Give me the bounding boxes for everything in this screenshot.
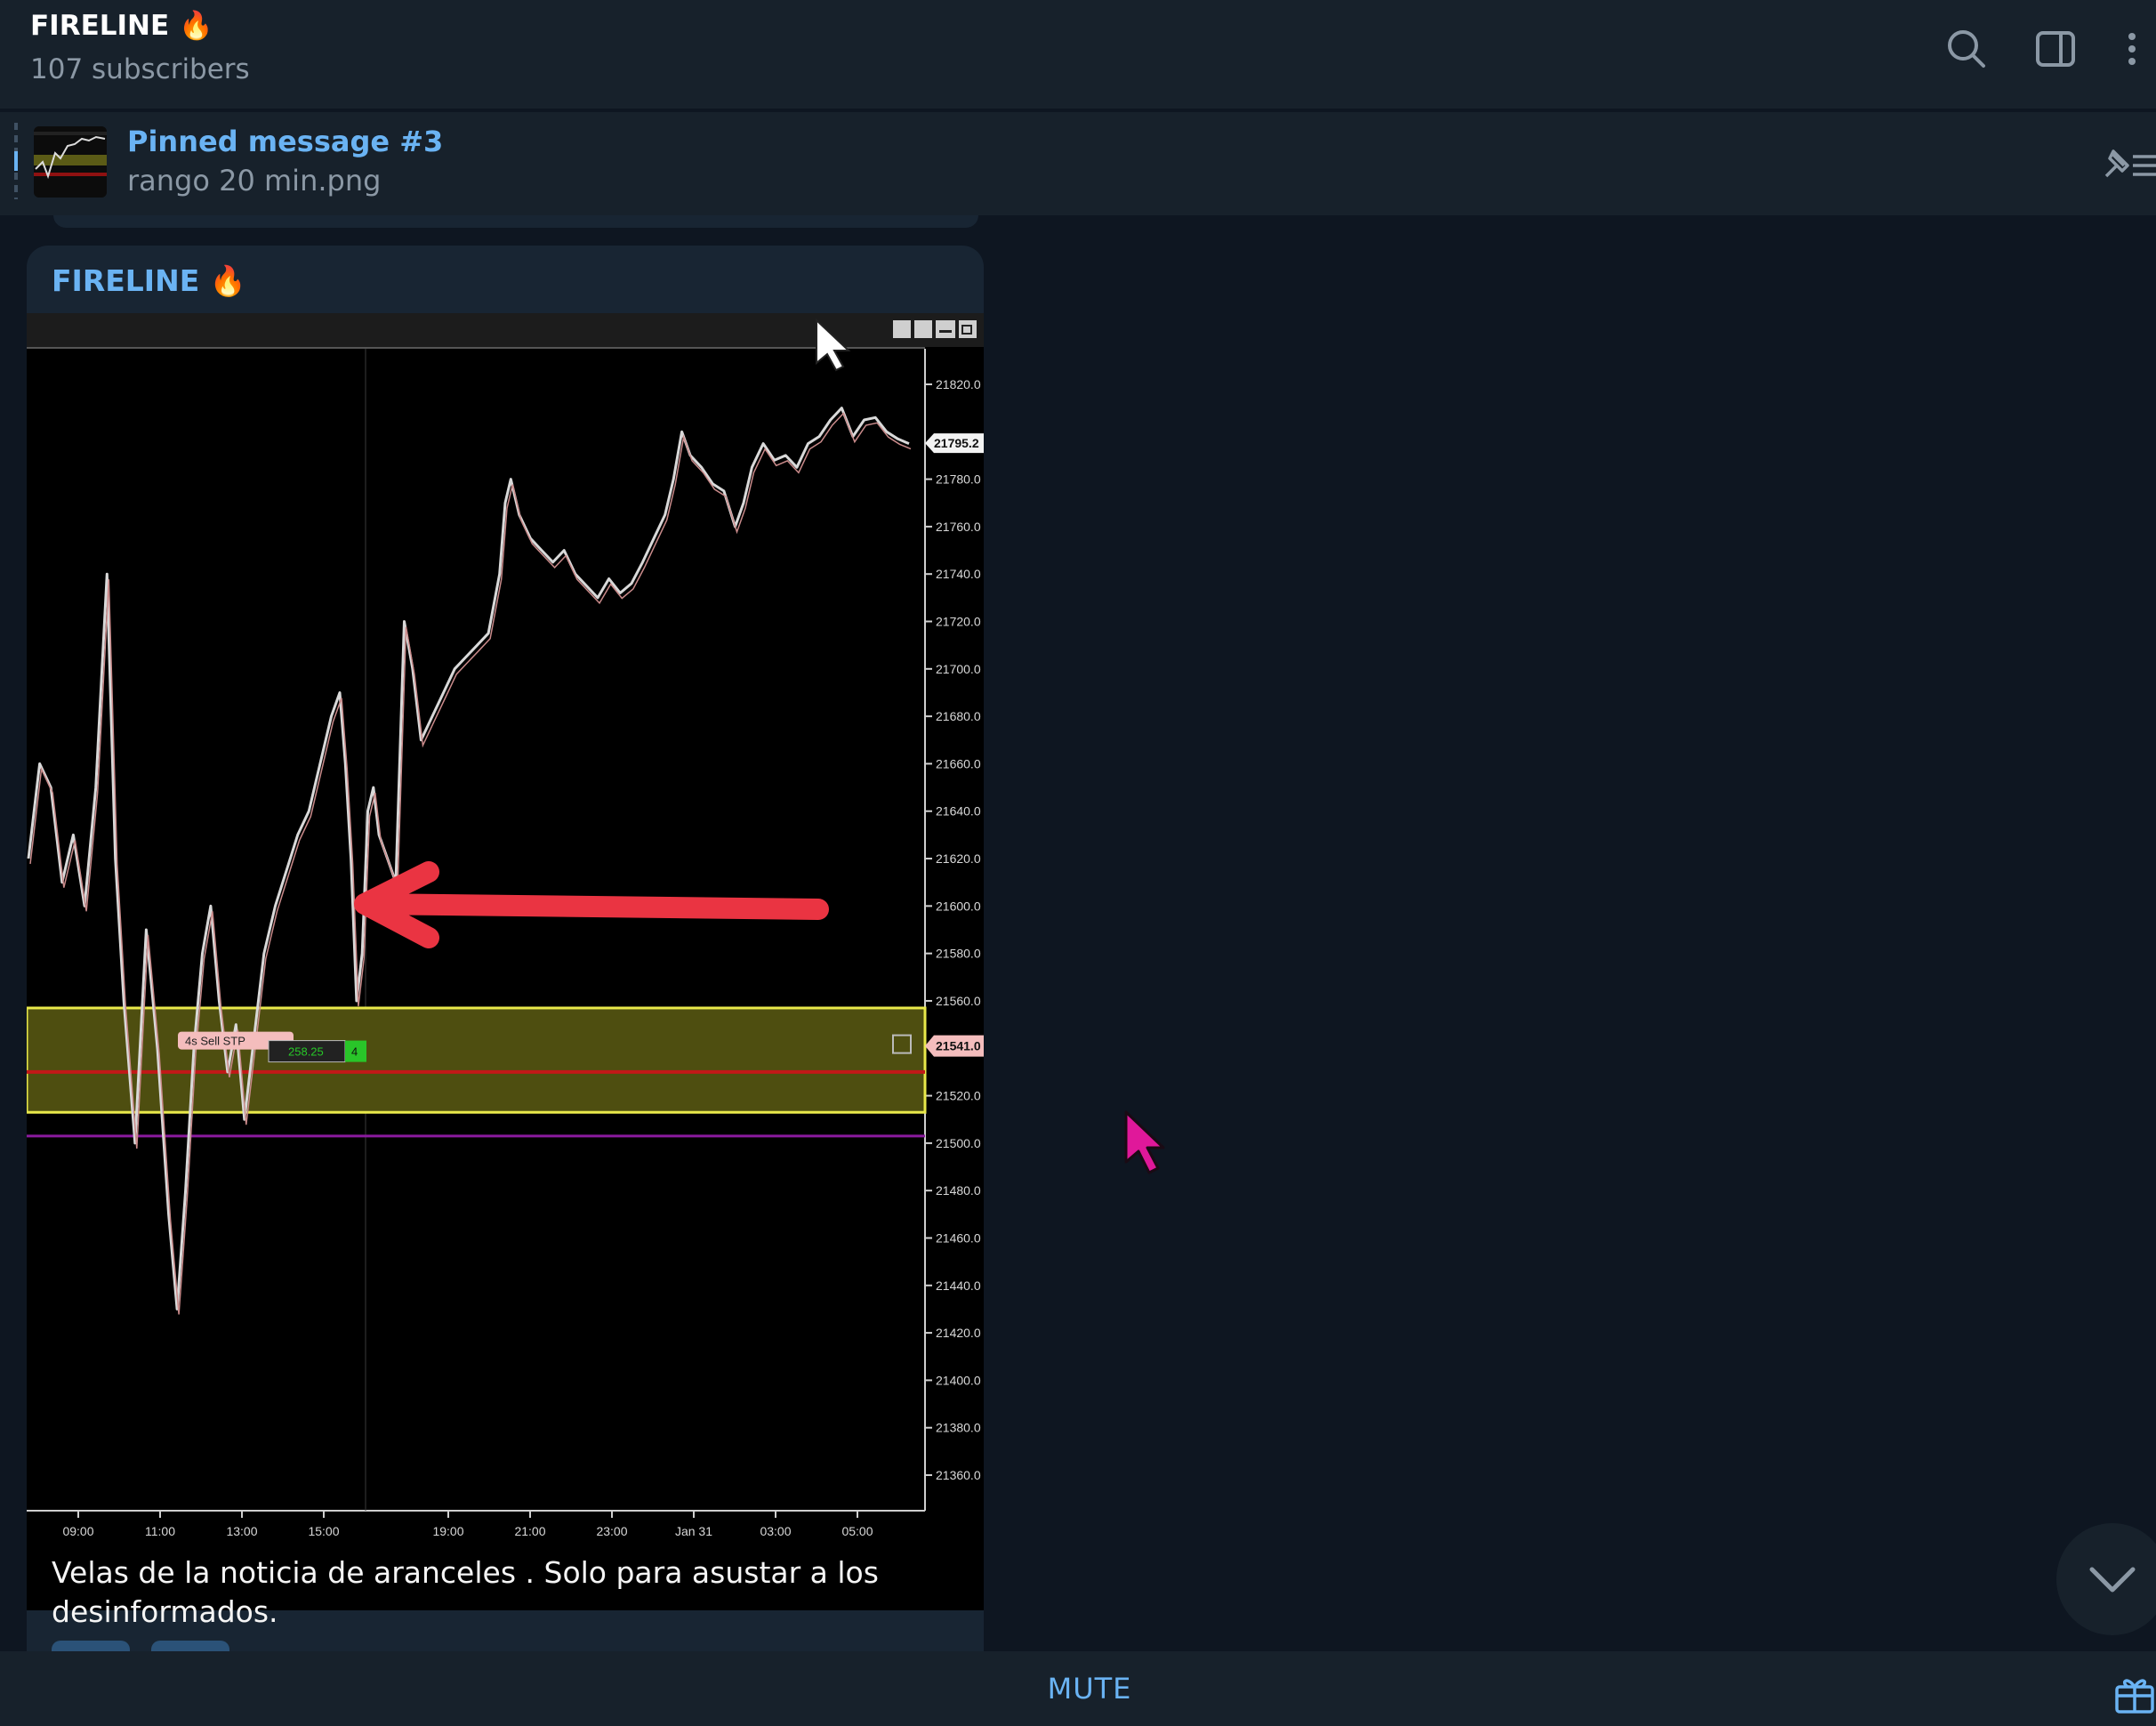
y-tick-label: 21360.0: [936, 1468, 981, 1482]
order-marker: 4s Sell STP 258.25 4: [178, 1031, 912, 1063]
order-label: 4s Sell STP: [185, 1035, 245, 1048]
y-tick-label: 21760.0: [936, 520, 981, 534]
pinned-title: Pinned message #3: [127, 125, 444, 158]
last-price-bg: [925, 433, 984, 454]
red-arrow-annotation: [354, 861, 829, 948]
x-tick-label: Jan 31: [675, 1524, 712, 1538]
chat-header: FIRELINE 🔥 107 subscribers: [0, 0, 2156, 110]
gift-icon[interactable]: [2112, 1669, 2156, 1714]
x-tick-label: 13:00: [226, 1524, 257, 1538]
more-vertical-icon[interactable]: [2108, 25, 2156, 73]
y-tick-label: 21660.0: [936, 756, 981, 770]
scroll-down-button[interactable]: [2056, 1523, 2156, 1635]
order-qty: 4: [351, 1045, 358, 1059]
x-tick-label: 15:00: [308, 1524, 339, 1538]
order-price-label: 21541.0: [936, 1039, 981, 1053]
pinned-subtitle: rango 20 min.png: [127, 164, 382, 198]
pink-cursor-icon: [1124, 1110, 1165, 1174]
bottom-bar: MUTE: [0, 1651, 2156, 1726]
message-bubble[interactable]: FIRELINE 🔥 21820.0 21780.0 21760.0 21740.0 2…: [27, 246, 984, 1651]
y-tick-label: 21400.0: [936, 1373, 981, 1387]
minimize-icon-bar: [939, 330, 952, 333]
search-icon[interactable]: [1943, 25, 1991, 73]
y-tick-label: 21420.0: [936, 1326, 981, 1340]
x-tick-label: 03:00: [760, 1524, 791, 1538]
order-tag: [178, 1031, 294, 1050]
order-price-marker: 21541.0: [925, 1035, 984, 1057]
y-tick-label: 21380.0: [936, 1421, 981, 1435]
subscriber-count: 107 subscribers: [30, 53, 250, 85]
y-tick-label: 21460.0: [936, 1230, 981, 1245]
x-tick-label: 23:00: [596, 1524, 627, 1538]
order-close-icon: [892, 1034, 912, 1054]
reaction-button[interactable]: [151, 1641, 229, 1651]
minimize-icon: [936, 320, 955, 338]
price-line: [27, 407, 910, 1311]
x-tick-label: 19:00: [432, 1524, 463, 1538]
y-tick-label: 21480.0: [936, 1183, 981, 1198]
pinned-active-indicator: [14, 151, 18, 171]
last-price-label: 21795.2: [934, 436, 979, 450]
y-tick-label: 21700.0: [936, 662, 981, 676]
chart-title-divider: [27, 347, 925, 349]
order-pnl: 258.25: [288, 1045, 324, 1059]
x-tick-label: 11:00: [145, 1524, 175, 1538]
price-line-shadow: [29, 412, 912, 1315]
pinned-message-bar[interactable]: Pinned message #3 rango 20 min.png: [0, 112, 2156, 215]
y-tick-label: 21520.0: [936, 1089, 981, 1103]
x-tick-label: 09:00: [62, 1524, 93, 1538]
pinned-list-icon[interactable]: [2097, 142, 2156, 187]
reaction-button[interactable]: [52, 1641, 130, 1651]
x-tick-label: 05:00: [841, 1524, 873, 1538]
price-chart: 21820.0 21780.0 21760.0 21740.0 21720.0 21700…: [27, 313, 984, 1538]
pinned-thumbnail: [34, 126, 107, 198]
y-tick-label: 21620.0: [936, 851, 981, 866]
order-qty-box: [345, 1040, 366, 1062]
mouse-cursor-icon: [816, 318, 851, 372]
channel-title[interactable]: FIRELINE 🔥: [30, 10, 213, 42]
y-tick-label: 21580.0: [936, 947, 981, 961]
y-tick-label: 21560.0: [936, 994, 981, 1008]
y-tick-label: 21720.0: [936, 615, 981, 629]
x-tick-label: 21:00: [514, 1524, 545, 1538]
y-tick-label: 21600.0: [936, 899, 981, 913]
last-price-marker: 21795.2: [925, 433, 984, 454]
y-tick-label: 21740.0: [936, 567, 981, 581]
message-author[interactable]: FIRELINE 🔥: [52, 263, 246, 298]
mute-button[interactable]: MUTE: [1047, 1672, 1132, 1706]
previous-message-edge: [53, 215, 978, 228]
chart-image[interactable]: 21820.0 21780.0 21760.0 21740.0 21720.0 21700…: [27, 313, 984, 1610]
restore-icon-frame: [961, 325, 972, 335]
chart-window-button: [914, 320, 932, 338]
y-tick-label: 21500.0: [936, 1136, 981, 1150]
chevron-down-icon: [2089, 1567, 2136, 1593]
message-text: Velas de la noticia de aranceles . Solo …: [52, 1555, 879, 1629]
order-price-bg: [925, 1035, 984, 1057]
order-pnl-box: [268, 1040, 346, 1063]
y-tick-label: 21440.0: [936, 1278, 981, 1293]
y-tick-label: 21820.0: [936, 377, 981, 391]
sidebar-toggle-icon[interactable]: [2031, 25, 2080, 73]
y-tick-label: 21780.0: [936, 472, 981, 487]
chart-window-button: [893, 320, 911, 338]
yellow-zone: [27, 1006, 927, 1114]
y-tick-label: 21680.0: [936, 709, 981, 723]
y-tick-label: 21640.0: [936, 804, 981, 819]
